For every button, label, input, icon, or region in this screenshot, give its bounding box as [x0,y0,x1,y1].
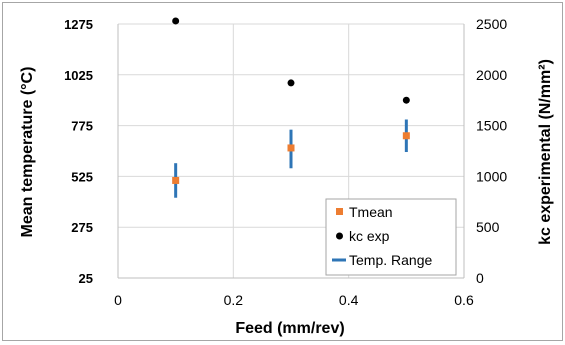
axes [117,24,465,279]
y-left-tick-label: 1275 [64,17,93,32]
y-left-tick-label: 525 [71,169,93,184]
tmean-point [287,144,295,152]
kc-exp-point [402,96,410,104]
legend-label-kc-exp: kc exp [349,228,390,244]
chart-frame [2,2,563,341]
y-left-tick-label: 275 [71,220,93,235]
legend-label-tmean: Tmean [349,204,393,220]
tick-labels: 1275 1025 775 525 275 25 0 0.2 0.4 0.6 2500 2000 150… [64,16,507,308]
y-left-axis-title: Mean temperature (°C) [19,67,36,238]
kc-exp-point [287,79,295,87]
kc-exp-point [172,17,180,25]
x-tick-label: 0.2 [224,292,244,308]
legend-box [325,198,457,276]
legend-marker-tmean [336,208,343,215]
legend-marker-kc-exp [336,232,343,240]
y-right-tick-label: 0 [476,270,484,286]
legend: Tmean kc exp Temp. Range [325,198,457,276]
y-right-axis-title: kc experimental (N/mm²) [537,59,554,245]
y-right-tick-label: 1000 [476,168,507,184]
data-series [172,17,410,198]
tmean-point [172,176,180,184]
tmean-point [402,132,410,140]
y-left-tick-label: 1025 [64,68,93,83]
y-left-tick-label: 25 [79,271,93,286]
x-tick-label: 0.6 [454,292,474,308]
legend-label-temp-range: Temp. Range [349,252,432,268]
y-right-tick-label: 2000 [476,67,507,83]
y-left-tick-label: 775 [71,119,93,134]
y-right-tick-label: 2500 [476,16,507,32]
y-right-tick-label: 1500 [476,118,507,134]
x-tick-label: 0.4 [339,292,359,308]
x-tick-label: 0 [114,292,122,308]
x-axis-title: Feed (mm/rev) [235,320,344,337]
y-right-tick-label: 500 [476,219,500,235]
